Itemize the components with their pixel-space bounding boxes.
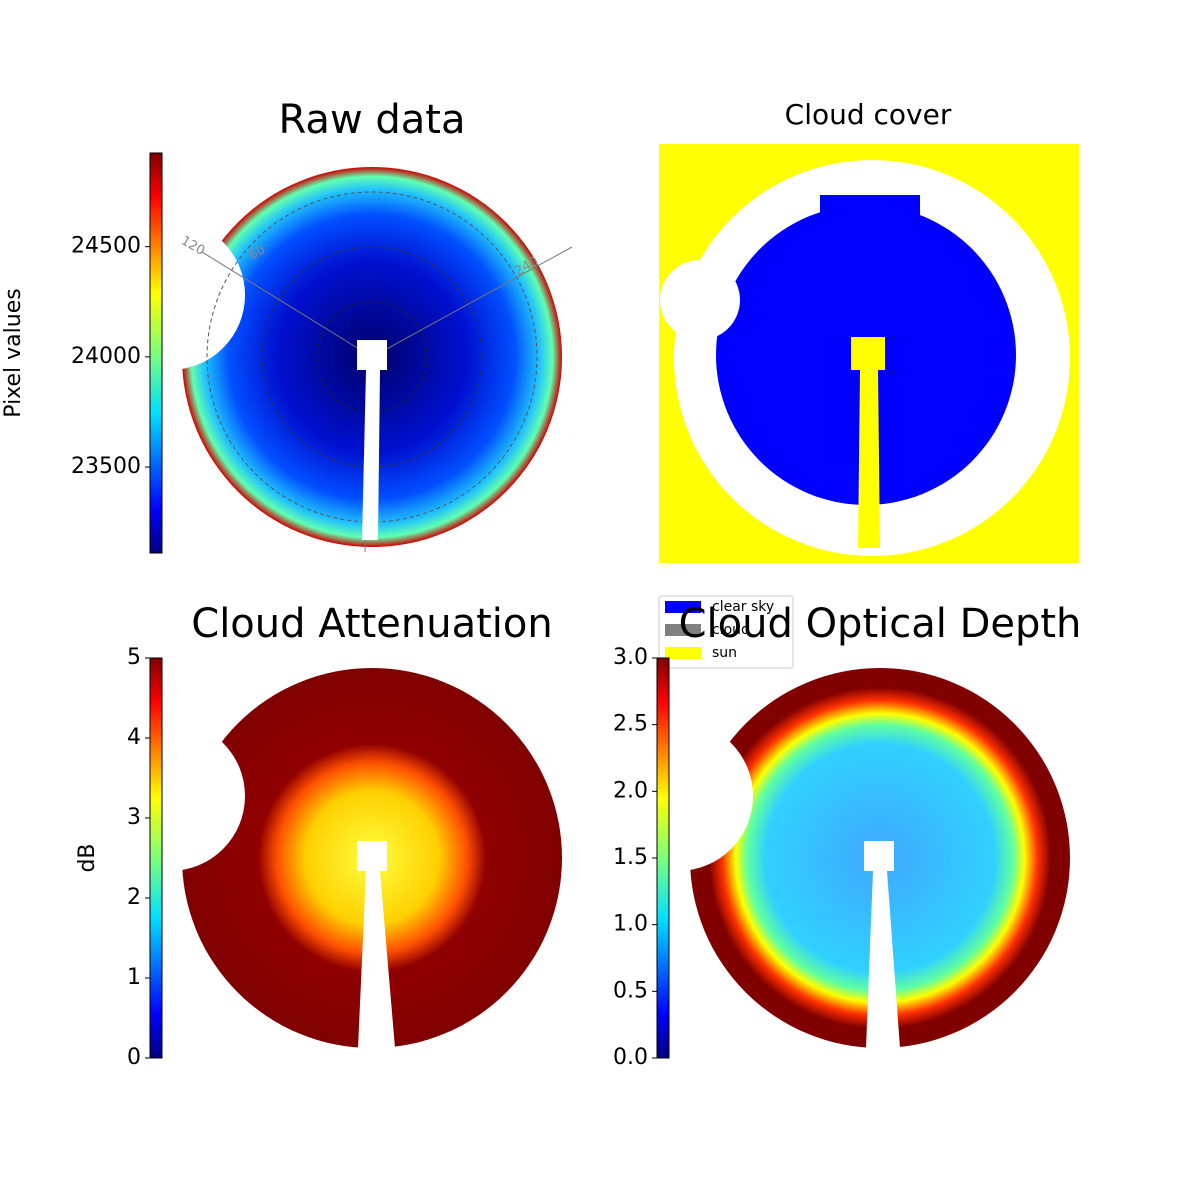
legend-label: clear sky	[712, 599, 774, 615]
title: Cloud Optical Depth	[679, 601, 1082, 647]
tick-label: 24500	[71, 234, 141, 259]
tick-label: 3	[127, 805, 141, 830]
tick-label: 2.0	[613, 778, 648, 803]
optical-depth-image	[603, 668, 1070, 1048]
tick-label: 2.5	[613, 712, 648, 737]
attenuation-image	[95, 668, 562, 1048]
tick-label: 24000	[71, 344, 141, 369]
colorbar-label: Pixel values	[1, 288, 26, 417]
colorbar	[149, 152, 163, 554]
colorbar	[656, 657, 670, 1059]
tick-label: 5	[127, 645, 141, 670]
title: Cloud cover	[785, 98, 952, 131]
colorbar	[149, 657, 163, 1059]
tick-label: 3.0	[613, 645, 648, 670]
tick-label: 23500	[71, 454, 141, 479]
cloud-cover-image	[659, 144, 1079, 563]
title: Cloud Attenuation	[191, 601, 552, 647]
tick-label: 0	[127, 1045, 141, 1070]
tick-label: 1	[127, 965, 141, 990]
tick-label: 1.5	[613, 845, 648, 870]
legend-swatch	[665, 624, 701, 636]
colorbar-label: dB	[75, 843, 100, 872]
legend-swatch	[665, 601, 701, 613]
title: Raw data	[279, 97, 466, 143]
legend-label: sun	[712, 645, 737, 661]
tick-label: 2	[127, 885, 141, 910]
legend-swatch	[665, 647, 701, 659]
tick-label: 0.0	[613, 1045, 648, 1070]
tick-label: 0.5	[613, 978, 648, 1003]
raw-image	[95, 167, 573, 553]
tick-label: 4	[127, 725, 141, 750]
tick-label: 1.0	[613, 912, 648, 937]
legend-label: cloud	[712, 622, 750, 638]
polar-label: 60	[246, 242, 268, 263]
